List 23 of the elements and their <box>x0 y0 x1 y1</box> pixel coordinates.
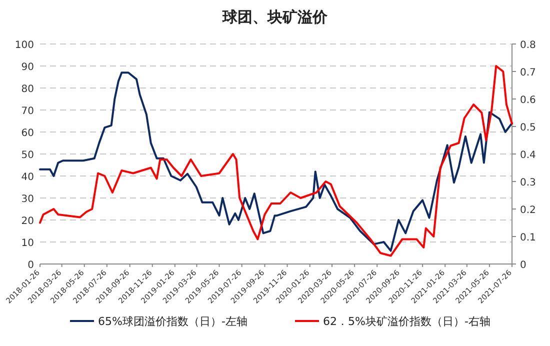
chart-title: 球团、块矿溢价 <box>222 8 328 26</box>
y-tick-label: 40 <box>21 172 34 183</box>
y2-tick-label: 0 <box>520 260 526 271</box>
y-tick-label: 100 <box>14 40 34 51</box>
y-tick-label: 50 <box>21 150 34 161</box>
y2-tick-label: 0.6 <box>520 95 536 106</box>
y2-tick-label: 0.4 <box>520 150 536 161</box>
y2-tick-label: 0.5 <box>520 122 536 134</box>
y-tick-label: 60 <box>21 128 34 139</box>
y2-tick-label: 0.8 <box>520 40 536 51</box>
y-tick-label: 0 <box>28 260 34 271</box>
legend-label: 62．5%块矿溢价指数（日）-右轴 <box>323 315 490 328</box>
y-tick-label: 10 <box>21 238 34 249</box>
y-tick-label: 70 <box>21 106 34 117</box>
y-tick-label: 80 <box>21 84 34 95</box>
y-tick-label: 20 <box>21 216 34 227</box>
y2-tick-label: 0.2 <box>520 205 536 216</box>
y2-tick-label: 0.3 <box>520 178 536 188</box>
y-tick-label: 90 <box>21 62 34 73</box>
y2-tick-label: 0.1 <box>520 232 536 244</box>
legend-label: 65%球团溢价指数（日）-左轴 <box>98 315 248 328</box>
y-tick-label: 30 <box>21 194 34 205</box>
y2-tick-label: 0.7 <box>520 68 536 78</box>
